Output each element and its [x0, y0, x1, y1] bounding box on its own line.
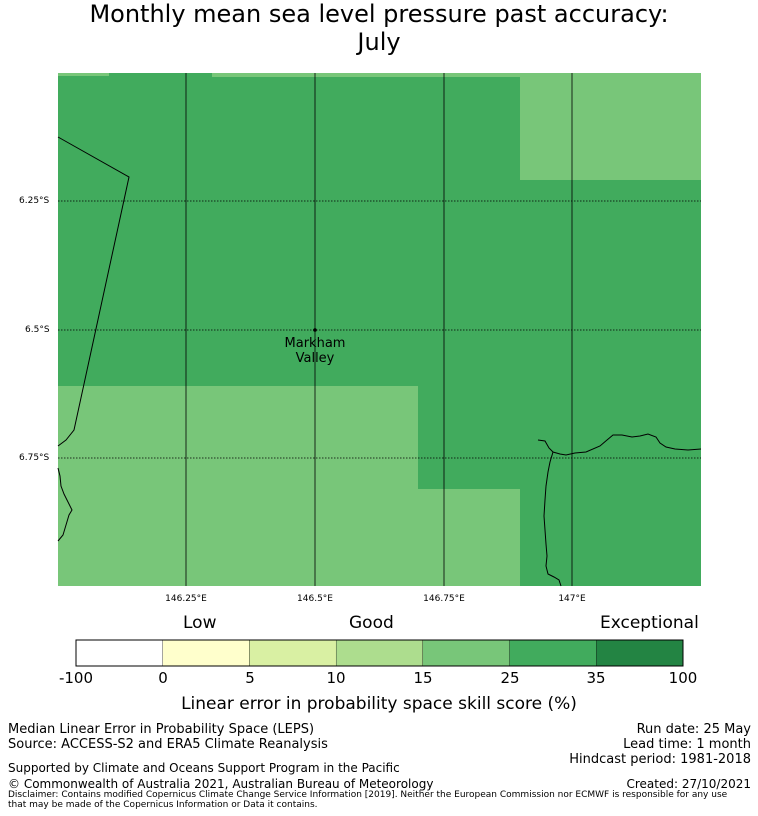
- colorbar-segment: [422, 639, 510, 667]
- footer-copyright: © Commonwealth of Australia 2021, Austra…: [8, 777, 434, 791]
- boundary-west: [57, 136, 130, 447]
- colorbar-tick-label: 5: [245, 669, 255, 687]
- river-east: [543, 451, 562, 587]
- colorbar-frame: [75, 639, 684, 667]
- place-name-line2: Valley: [295, 351, 335, 366]
- category-good: Good: [349, 613, 394, 633]
- lon-label-146-25: 146.25°E: [165, 594, 207, 604]
- colorbar-segment: [509, 639, 597, 667]
- footer-supported: Supported by Climate and Oceans Support …: [8, 761, 400, 775]
- markham-valley-marker: [313, 328, 317, 332]
- lat-label-6-25: 6.25°S: [19, 196, 50, 206]
- skill-region-15-25-topstrip: [212, 73, 520, 77]
- footer-disclaimer-line2: that may be made of the Copernicus Infor…: [8, 800, 318, 810]
- coastline-west: [57, 467, 73, 542]
- lon-label-147: 147°E: [558, 594, 586, 604]
- colorbar-tick-label: 100: [668, 669, 698, 687]
- colorbar-tick-label: 35: [586, 669, 606, 687]
- footer-lead-time: Lead time: 1 month: [623, 737, 751, 752]
- footer-disclaimer-line1: Disclaimer: Contains modified Copernicus…: [8, 790, 728, 800]
- map-title-line2: July: [357, 28, 401, 56]
- lat-label-6-5: 6.5°S: [25, 325, 50, 335]
- skill-region-15-25-bottomleft: [58, 386, 418, 586]
- category-exceptional: Exceptional: [600, 613, 699, 633]
- coastlines: [57, 136, 702, 587]
- footer-source: Source: ACCESS-S2 and ERA5 Climate Reana…: [8, 737, 328, 752]
- colorbar: [75, 639, 684, 667]
- category-low: Low: [183, 613, 217, 633]
- colorbar-tick-label: 0: [158, 669, 168, 687]
- colorbar-segment: [596, 639, 684, 667]
- parallel-lines: [58, 200, 701, 459]
- colorbar-segment: [162, 639, 250, 667]
- place-name-markham-valley: Markham Valley: [265, 336, 365, 366]
- colorbar-tick-label: 10: [326, 669, 346, 687]
- map-title-line1: Monthly mean sea level pressure past acc…: [89, 0, 669, 28]
- colorbar-segment: [335, 639, 424, 667]
- lon-label-146-75: 146.75°E: [423, 594, 465, 604]
- colorbar-title: Linear error in probability space skill …: [181, 694, 577, 714]
- skill-region-15-25-topleft: [58, 73, 109, 76]
- skill-region-15-25-bottommid: [418, 489, 520, 586]
- footer-created: Created: 27/10/2021: [626, 777, 751, 791]
- lat-label-6-75: 6.75°S: [19, 453, 50, 463]
- colorbar-segment: [75, 639, 163, 667]
- place-name-line1: Markham: [284, 336, 346, 351]
- colorbar-tick-label: 25: [500, 669, 520, 687]
- colorbar-tick-label: 15: [413, 669, 433, 687]
- footer-run-date: Run date: 25 May: [636, 722, 751, 737]
- skill-region-15-25-topright: [520, 73, 701, 180]
- skill-map-panel: [57, 73, 702, 587]
- coastline-east: [537, 433, 702, 456]
- colorbar-segment: [249, 639, 337, 667]
- footer-method: Median Linear Error in Probability Space…: [8, 722, 315, 737]
- colorbar-tick-label: -100: [58, 669, 94, 687]
- footer-hindcast: Hindcast period: 1981-2018: [569, 752, 751, 767]
- lon-label-146-5: 146.5°E: [297, 594, 333, 604]
